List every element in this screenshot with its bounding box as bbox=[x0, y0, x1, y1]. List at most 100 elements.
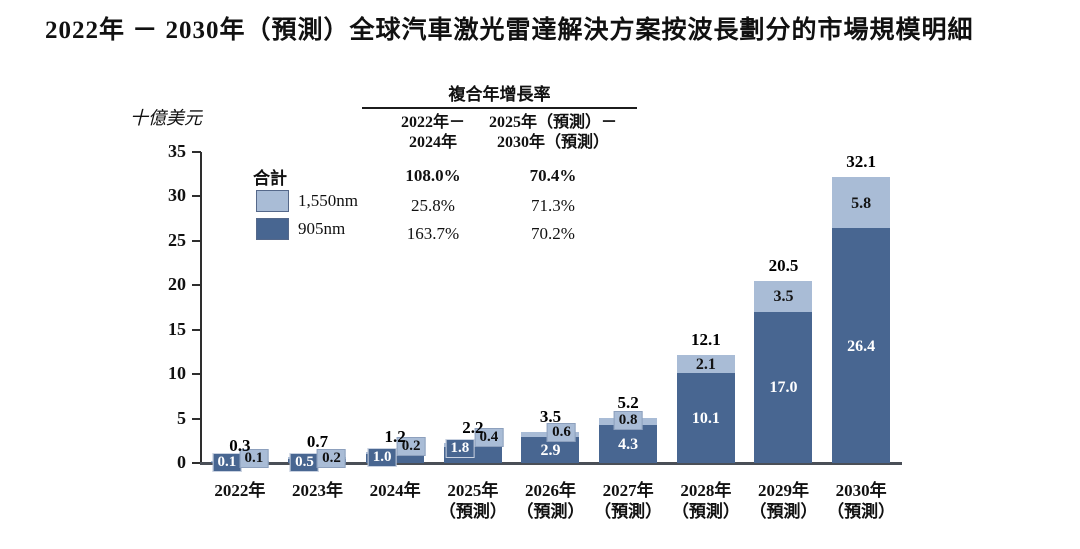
x-axis-label-year: 2024年 bbox=[369, 481, 421, 500]
y-tick-mark-10 bbox=[192, 373, 201, 376]
x-axis-label-2024年: 2024年 bbox=[356, 480, 434, 501]
x-axis-label-2027年: 2027年 （預測） bbox=[589, 480, 667, 522]
bar-slot-2028年: 12.1 10.1 2.1 bbox=[667, 152, 745, 463]
bar-slot-2022年: 0.3 0.1 0.1 bbox=[201, 152, 279, 472]
total-value-label: 3.5 bbox=[539, 406, 562, 426]
x-axis-label-forecast: （預測） bbox=[516, 502, 585, 521]
bar-2029年 bbox=[754, 280, 813, 463]
cagr-value-905nm-col2: 70.2% bbox=[531, 224, 575, 243]
total-value-label: 0.3 bbox=[229, 436, 251, 456]
legend-label-905nm: 905nm bbox=[298, 219, 346, 238]
page-title: 2022年 － 2030年（預測）全球汽車激光雷達解決方案按波長劃分的市場規模明… bbox=[45, 17, 974, 44]
y-tick-label-30: 30 bbox=[168, 185, 186, 206]
cagr-column-header-2-line1: 2025年（預測）－ bbox=[488, 114, 617, 131]
value-chip-1550nm: 0.1 bbox=[239, 449, 269, 468]
x-axis-label-2030年: 2030年 （預測） bbox=[822, 480, 900, 522]
bar-slot-2029年: 20.5 17.0 3.5 bbox=[745, 152, 823, 463]
value-chip-1550nm: 0.2 bbox=[396, 436, 426, 456]
x-axis-label-year: 2030年 bbox=[835, 481, 887, 500]
total-value-label: 2.2 bbox=[462, 418, 484, 438]
value-label-905nm: 4.3 bbox=[618, 435, 639, 453]
y-tick-mark-20 bbox=[192, 284, 201, 287]
y-tick-mark-0 bbox=[192, 462, 201, 464]
value-label-905nm: 17.0 bbox=[769, 379, 798, 397]
bar-segment-905nm bbox=[599, 424, 658, 463]
x-axis-label-2025年: 2025年 （預測） bbox=[434, 480, 512, 522]
x-axis-label-year: 2027年 bbox=[602, 481, 654, 500]
bar-segment-905nm bbox=[754, 311, 813, 463]
cagr-value-905nm-col1: 163.7% bbox=[406, 224, 460, 243]
x-axis-label-forecast: （預測） bbox=[438, 502, 507, 521]
x-axis-label-forecast: （預測） bbox=[827, 502, 896, 521]
total-value-label: 1.2 bbox=[384, 427, 406, 447]
cagr-column-header-1-line2: 2024年 bbox=[408, 134, 457, 151]
value-chip-1550nm: 0.2 bbox=[317, 449, 346, 468]
value-label-1550nm: 3.5 bbox=[773, 288, 794, 306]
cagr-column-header-1-line1: 2022年－ bbox=[400, 114, 465, 131]
value-chip-1550nm: 0.4 bbox=[474, 427, 504, 447]
x-axis-label-year: 2028年 bbox=[680, 481, 732, 500]
y-tick-mark-5 bbox=[192, 417, 201, 420]
value-label-905nm: 26.4 bbox=[847, 337, 876, 355]
legend-swatch-1550nm bbox=[256, 190, 289, 212]
x-axis-label-year: 2023年 bbox=[291, 481, 343, 500]
y-axis-unit-label: 十億美元 bbox=[130, 108, 202, 128]
bar-slot-2024年: 1.2 1.0 0.2 bbox=[356, 152, 434, 467]
y-tick-label-35: 35 bbox=[168, 141, 186, 161]
x-axis-label-year: 2026年 bbox=[524, 481, 576, 500]
y-tick-mark-35 bbox=[192, 151, 201, 153]
legend-label-1550nm: 1,550nm bbox=[298, 191, 358, 210]
bar-segment-1550nm bbox=[832, 176, 891, 229]
y-tick-mark-25 bbox=[192, 239, 201, 242]
x-axis-label-forecast: （預測） bbox=[749, 502, 818, 521]
bar-2030年 bbox=[832, 176, 891, 463]
value-chip-1550nm: 0.8 bbox=[613, 410, 643, 430]
y-axis-line bbox=[200, 152, 202, 465]
y-tick-label-0: 0 bbox=[177, 452, 186, 472]
total-value-label: 32.1 bbox=[846, 151, 877, 171]
cagr-value-1550nm-col1: 25.8% bbox=[411, 196, 455, 215]
cagr-column-header-2: 2025年（預測）－ 2030年（預測） bbox=[470, 113, 636, 153]
bar-segment-905nm bbox=[676, 373, 735, 463]
bar-segment-905nm bbox=[832, 228, 891, 463]
y-tick-label-20: 20 bbox=[168, 274, 186, 295]
x-axis-line bbox=[200, 462, 902, 465]
total-value-label: 20.5 bbox=[768, 255, 799, 275]
cagr-value-1550nm-col2: 71.3% bbox=[531, 196, 575, 215]
y-tick-label-10: 10 bbox=[168, 363, 186, 384]
y-tick-label-25: 25 bbox=[168, 229, 186, 250]
y-tick-label-5: 5 bbox=[177, 407, 186, 428]
bar-segment-1550nm bbox=[754, 280, 813, 312]
total-value-label: 12.1 bbox=[690, 329, 721, 349]
value-chip-1550nm: 0.6 bbox=[547, 422, 576, 442]
x-axis-label-2029年: 2029年 （預測） bbox=[745, 480, 823, 522]
x-axis-label-year: 2022年 bbox=[214, 481, 266, 500]
value-label-905nm: 10.1 bbox=[691, 410, 720, 428]
bar-slot-2023年: 0.7 0.5 0.2 bbox=[279, 152, 357, 472]
legend-total-label: 合計 bbox=[253, 169, 287, 188]
total-value-label: 0.7 bbox=[306, 431, 329, 451]
value-chip-905nm: 1.8 bbox=[445, 439, 475, 458]
x-axis-label-2023年: 2023年 bbox=[279, 480, 357, 501]
y-tick-label-15: 15 bbox=[168, 318, 186, 339]
x-axis-label-forecast: （預測） bbox=[594, 502, 663, 521]
cagr-value-total-col2: 70.4% bbox=[529, 166, 577, 185]
x-axis-label-2028年: 2028年 （預測） bbox=[667, 480, 745, 522]
bar-slot-2025年: 2.2 1.8 0.4 bbox=[434, 152, 512, 463]
bar-2028年 bbox=[676, 354, 735, 463]
value-chip-905nm: 1.0 bbox=[367, 448, 397, 467]
x-axis-label-year: 2025年 bbox=[447, 481, 499, 500]
value-chip-905nm: 0.5 bbox=[290, 453, 319, 472]
bar-slot-2026年: 3.5 2.9 0.6 bbox=[512, 152, 590, 463]
cagr-table-title: 複合年增長率 bbox=[448, 85, 551, 104]
value-label-1550nm: 2.1 bbox=[695, 355, 716, 373]
cagr-column-header-2-line2: 2030年（預測） bbox=[496, 134, 609, 151]
cagr-table-rule bbox=[362, 107, 637, 109]
x-axis-labels: 2022年 2023年 2024年 2025年 （預測） 2026年 （預測） 2027年 （預… bbox=[201, 480, 900, 525]
x-axis-label-year: 2029年 bbox=[757, 481, 809, 500]
cagr-column-header-1: 2022年－ 2024年 bbox=[368, 113, 498, 153]
y-tick-mark-30 bbox=[192, 195, 201, 198]
x-axis-label-forecast: （預測） bbox=[671, 502, 740, 521]
bar-slot-2030年: 32.1 26.4 5.8 bbox=[822, 152, 900, 463]
